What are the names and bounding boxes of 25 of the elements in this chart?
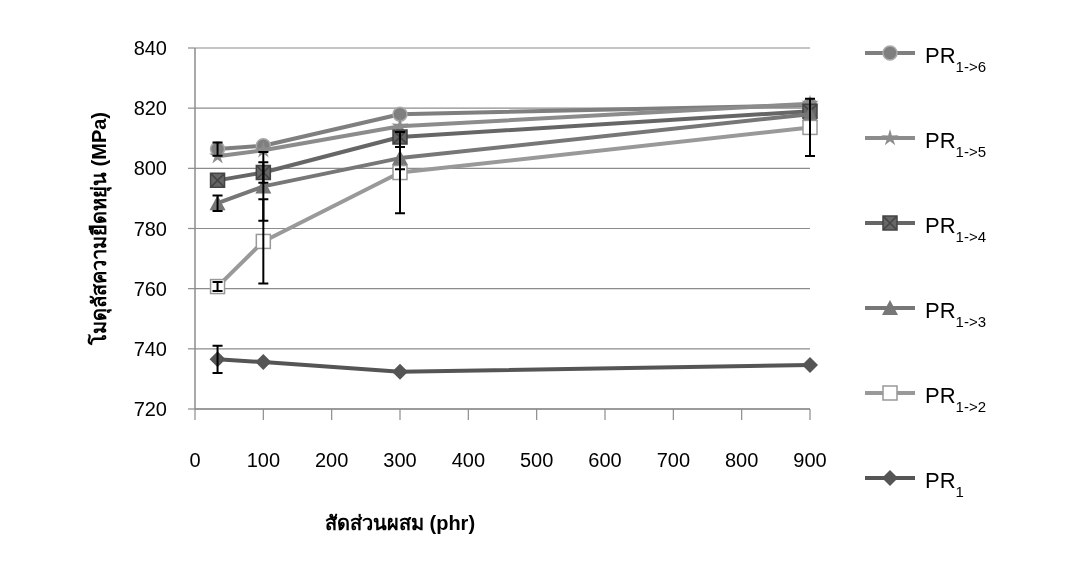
x-axis-title: สัดส่วนผสม (phr) xyxy=(324,512,476,534)
legend-label: PR$_{1->3}$ xyxy=(925,298,987,330)
y-tick-label: 760 xyxy=(133,277,167,300)
x-tick-label: 100 xyxy=(246,449,281,471)
x-tick-label: 500 xyxy=(519,449,554,471)
legend-label: PR$_{1->6}$ xyxy=(925,43,987,75)
y-tick-label: 800 xyxy=(133,157,167,180)
x-tick-label: 200 xyxy=(314,449,349,471)
y-axis-title: โมดุลัสความยืดหยุ่น (MPa) xyxy=(87,112,112,346)
x-tick-label: 400 xyxy=(451,449,486,471)
y-tick-label: 780 xyxy=(133,217,167,240)
y-tick-label: 720 xyxy=(133,398,167,420)
x-tick-label: 700 xyxy=(656,449,691,471)
x-tick-label: 800 xyxy=(724,449,759,471)
y-tick-label: 840 xyxy=(133,37,167,59)
y-tick-label: 740 xyxy=(133,337,167,360)
x-tick-label: 900 xyxy=(793,449,827,471)
legend-label: PR$_{1}$ xyxy=(925,468,964,500)
legend-label: PR$_{1->4}$ xyxy=(925,213,987,245)
x-tick-label: 600 xyxy=(588,449,622,471)
x-tick-label: 300 xyxy=(383,449,417,471)
y-tick-label: 820 xyxy=(133,97,167,120)
legend-label: PR$_{1->2}$ xyxy=(925,383,987,415)
legend-label: PR$_{1->5}$ xyxy=(925,128,987,160)
x-tick-label: 0 xyxy=(189,449,201,471)
